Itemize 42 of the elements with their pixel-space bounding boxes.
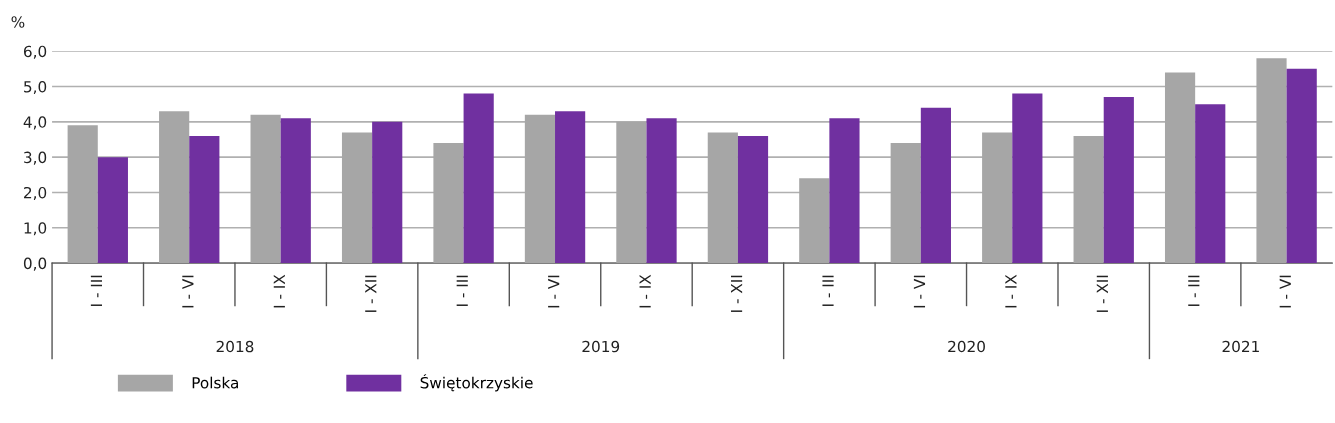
y-tick-label: 5,0 xyxy=(24,80,47,95)
text: 2021 xyxy=(1222,340,1259,353)
x-tick-label: I - III xyxy=(1188,275,1200,306)
bar xyxy=(463,93,494,264)
bar xyxy=(280,118,311,264)
bar xyxy=(1103,97,1134,264)
x-tick-label: I - III xyxy=(90,275,102,306)
text: 2019 xyxy=(582,340,620,353)
x-tick-label: I - VI xyxy=(182,275,194,308)
y-axis-title: % xyxy=(11,16,25,28)
x-tick-label: I - III xyxy=(456,275,468,306)
y-tick-label: 6,0 xyxy=(23,45,47,59)
x-tick-label: I - XII xyxy=(731,275,743,312)
x-tick-label: I - XII xyxy=(1096,275,1108,312)
x-tick-label: I - VI xyxy=(1279,275,1291,308)
x-tick-label: I - IX xyxy=(273,274,285,308)
bar xyxy=(1195,104,1226,264)
bar xyxy=(737,135,769,264)
bar xyxy=(555,111,586,264)
y-tick-label: 4,0 xyxy=(23,116,47,130)
x-tick-label: I - IX xyxy=(1005,274,1017,308)
legend-label: Świętokrzyskie xyxy=(420,374,533,392)
text: 2018 xyxy=(216,340,254,353)
text: 2020 xyxy=(948,340,985,353)
y-tick-label: 1,0 xyxy=(24,222,47,236)
y-tick-label: 2,0 xyxy=(24,186,47,201)
y-tick-label: 0,0 xyxy=(23,257,47,271)
x-tick-label: I - IX xyxy=(639,274,651,308)
bar xyxy=(1286,68,1317,264)
x-tick-label: I - III xyxy=(822,275,834,306)
bar xyxy=(646,118,677,264)
y-tick-label: 3,0 xyxy=(24,151,47,165)
legend-label: Polska xyxy=(192,376,238,389)
bar xyxy=(1012,93,1043,264)
x-tick-label: I - VI xyxy=(548,275,560,308)
bar xyxy=(372,121,403,264)
bar xyxy=(829,118,860,264)
bar xyxy=(189,135,220,264)
bar xyxy=(920,107,951,264)
x-tick-label: I - VI xyxy=(913,275,926,308)
x-tick-label: I - XII xyxy=(365,275,377,312)
bar xyxy=(97,157,128,264)
